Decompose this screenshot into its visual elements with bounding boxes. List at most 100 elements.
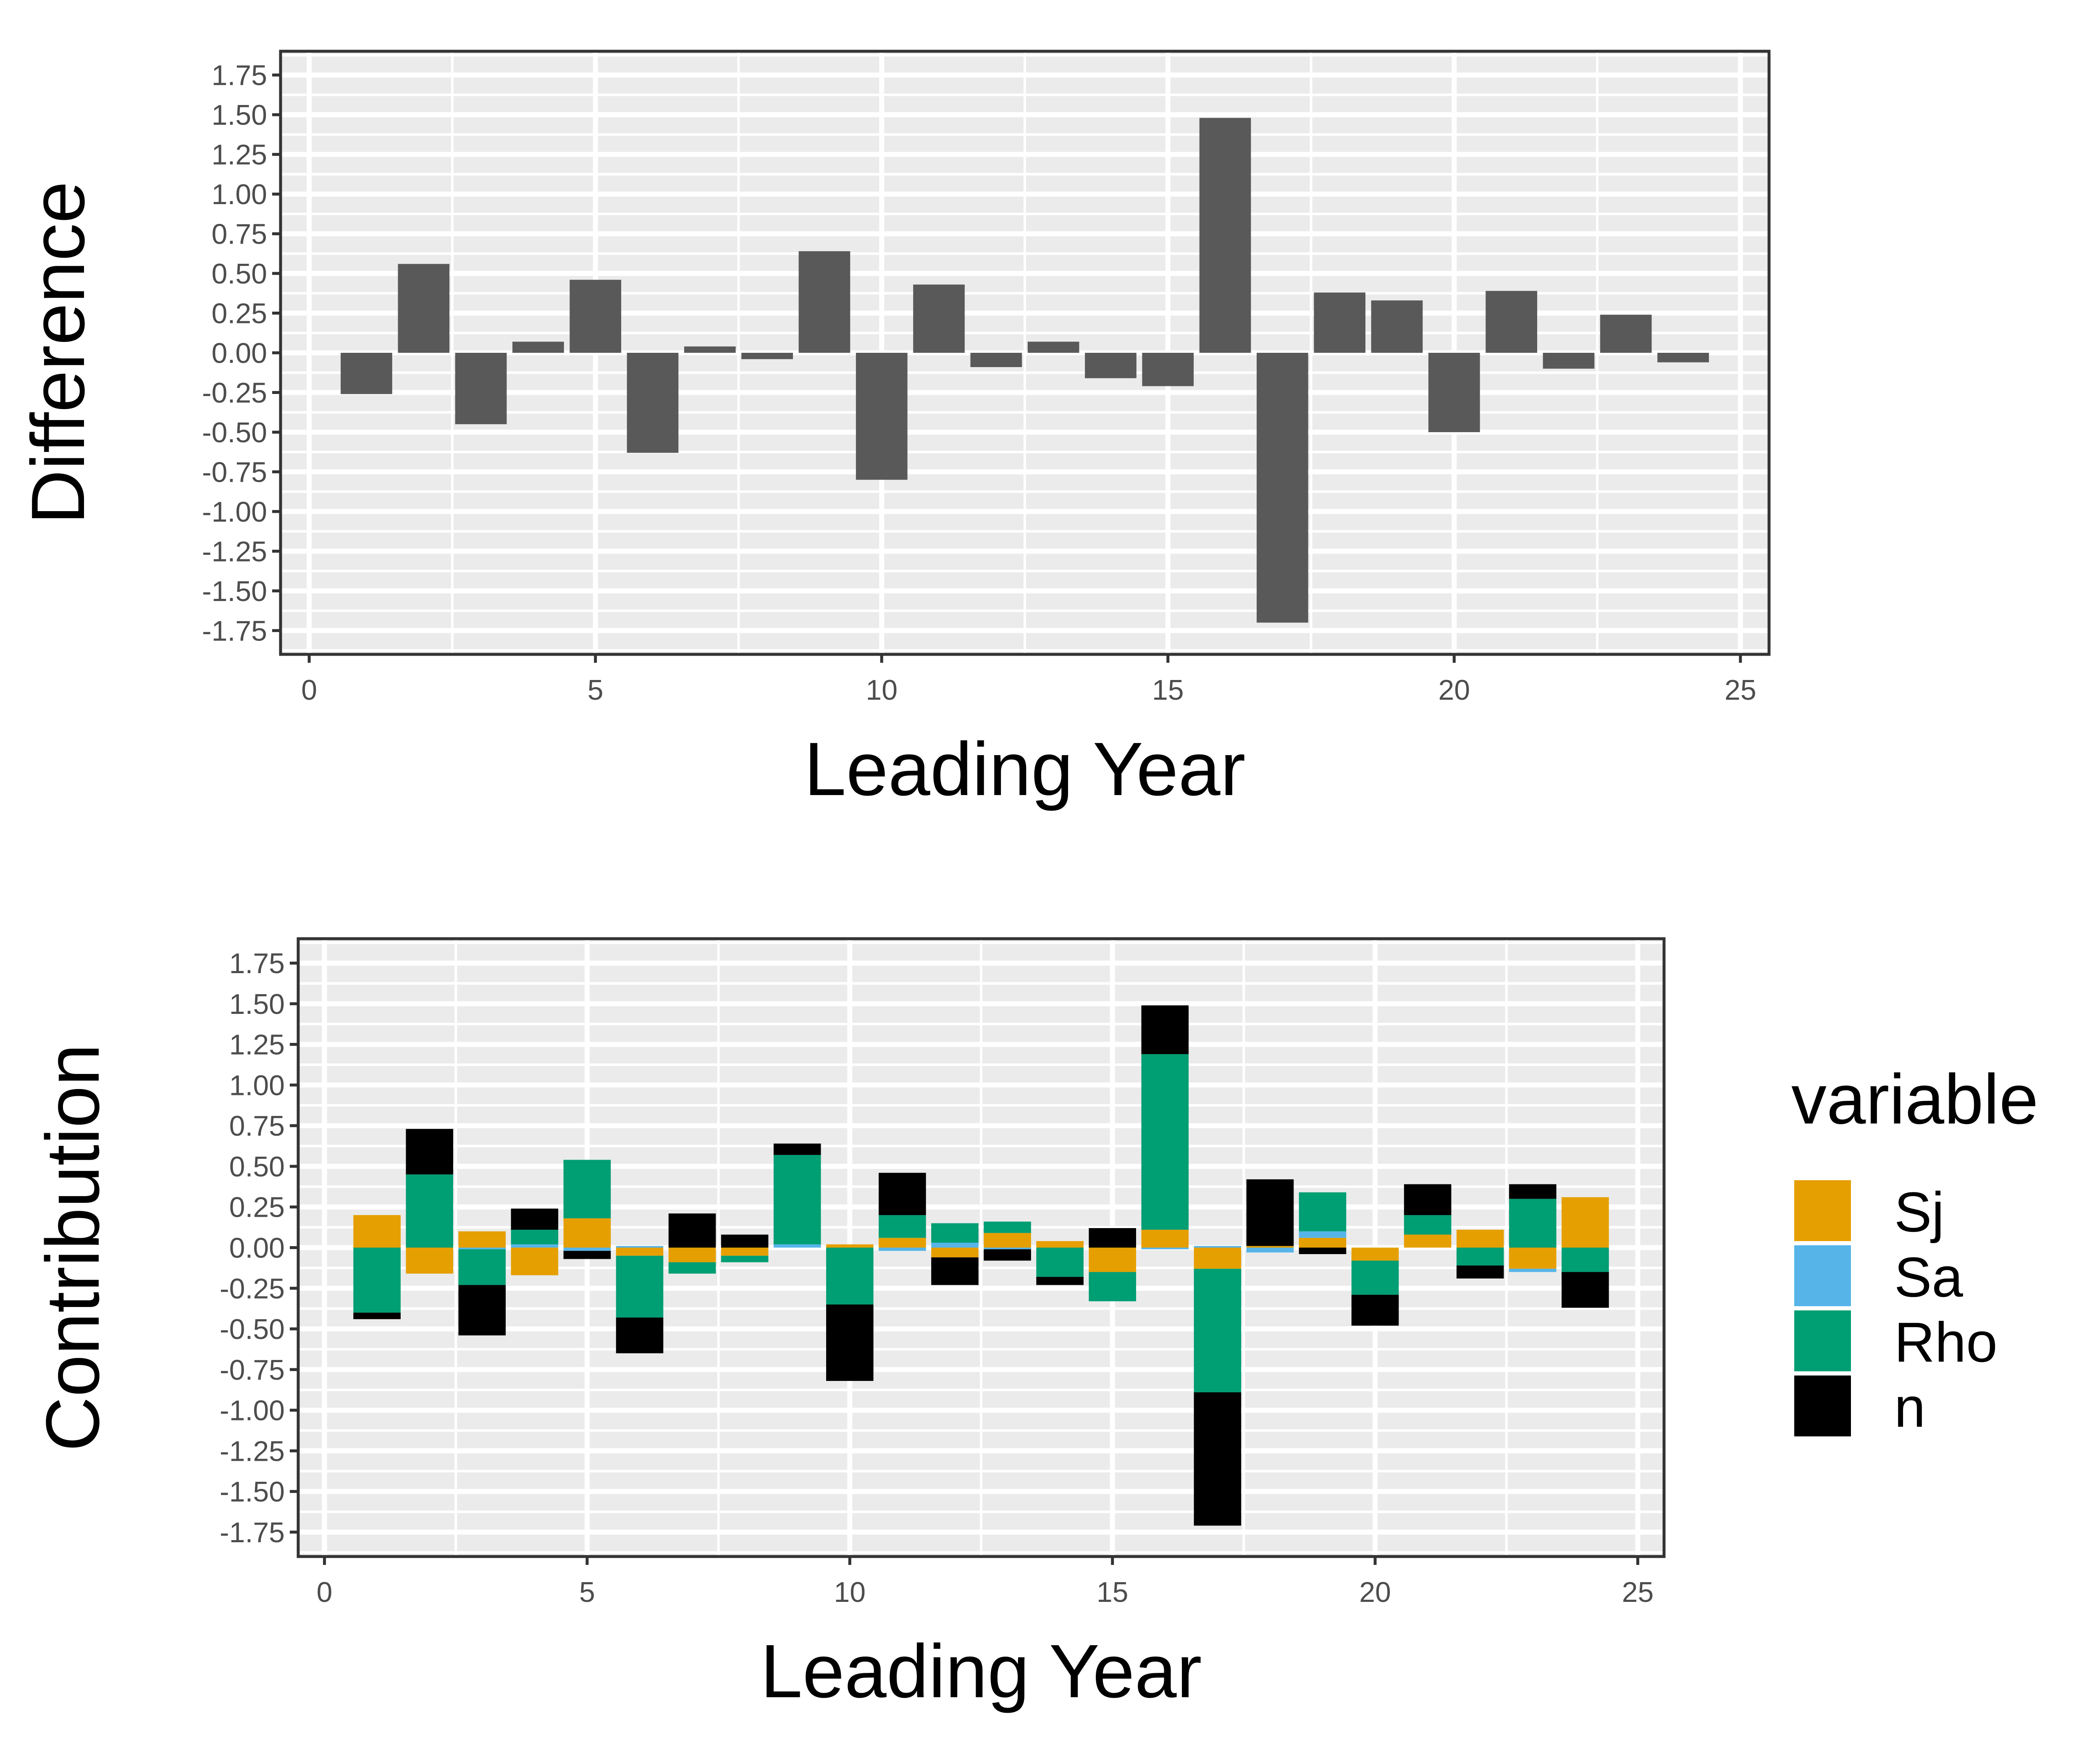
bar-segment-sa <box>511 1244 559 1248</box>
x-axis: 0 5 10 15 20 25 <box>301 654 1756 706</box>
bar-segment-n <box>1194 1392 1242 1526</box>
bar <box>1314 292 1366 353</box>
legend-title: variable <box>1791 1060 2038 1139</box>
bar <box>1543 353 1595 369</box>
legend-label-n: n <box>1894 1376 1926 1439</box>
bar-segment-rho <box>1456 1247 1504 1266</box>
y-tick-label: -0.25 <box>220 1273 285 1305</box>
y-tick-label: -0.75 <box>220 1354 285 1386</box>
x-axis: 0 5 10 15 20 25 <box>317 1557 1654 1608</box>
x-axis-title: Leading Year <box>760 1629 1202 1714</box>
y-tick-label: -1.50 <box>220 1476 285 1508</box>
legend-key-sj <box>1794 1180 1851 1241</box>
bar-segment-n <box>1141 1005 1189 1054</box>
legend-key-n <box>1794 1376 1851 1436</box>
difference-panel: 1.75 1.50 1.25 1.00 0.75 0.50 0.25 0.00 -0.25 -0.… <box>16 50 1771 811</box>
bar-segment-rho <box>1299 1192 1347 1231</box>
bar <box>1027 341 1079 353</box>
bar-segment-sa <box>1194 1246 1242 1248</box>
x-tick-label: 10 <box>834 1576 866 1608</box>
bar <box>1257 353 1308 623</box>
bar <box>1600 315 1652 353</box>
bar <box>1657 353 1709 362</box>
bar-segment-sa <box>1141 1247 1189 1250</box>
legend-label-sj: Sj <box>1894 1181 1944 1244</box>
y-axis: 1.75 1.50 1.25 1.00 0.75 0.50 0.25 0.00 -0.25 -0.… <box>220 948 298 1549</box>
bar-segment-sj <box>1562 1197 1609 1248</box>
bar-segment-n <box>984 1249 1031 1261</box>
bar-segment-sa <box>458 1247 506 1250</box>
bar <box>1199 118 1251 353</box>
bar <box>684 346 736 353</box>
y-tick-label: -1.25 <box>202 536 267 567</box>
y-tick-label: 1.00 <box>229 1069 285 1101</box>
y-tick-label: -1.75 <box>202 615 267 647</box>
legend-label-sa: Sa <box>1894 1246 1963 1309</box>
bar-segment-sj <box>406 1247 453 1274</box>
y-tick-label: 0.75 <box>212 218 267 250</box>
contribution-panel: 1.75 1.50 1.25 1.00 0.75 0.50 0.25 0.00 -0.25 -0.… <box>31 937 1666 1714</box>
y-tick-label: -1.00 <box>220 1395 285 1427</box>
bar-segment-n <box>931 1257 979 1285</box>
x-tick-label: 20 <box>1438 674 1470 706</box>
bar-segment-sj <box>1351 1247 1399 1261</box>
bar-segment-sj <box>879 1238 926 1248</box>
bar-segment-rho <box>1141 1054 1189 1230</box>
bar-segment-n <box>773 1143 821 1155</box>
x-tick-label: 15 <box>1097 1576 1129 1608</box>
bar-segment-n <box>353 1312 401 1319</box>
bar-segment-n <box>406 1129 453 1175</box>
bar-segment-sj <box>984 1233 1031 1248</box>
bar-segment-n <box>1246 1179 1294 1246</box>
bar-segment-sj <box>1194 1247 1242 1269</box>
bar <box>341 353 392 394</box>
bar-segment-n <box>1036 1277 1084 1285</box>
y-tick-label: -1.00 <box>202 496 267 528</box>
bar <box>627 353 679 453</box>
bar-segment-rho <box>721 1255 769 1263</box>
bar-segment-sj <box>931 1247 979 1257</box>
bar-segment-rho <box>668 1262 716 1274</box>
y-tick-label: 1.50 <box>212 99 267 131</box>
bar-segment-sa <box>1299 1231 1347 1238</box>
bar-segment-n <box>826 1304 874 1381</box>
x-tick-label: 15 <box>1152 674 1184 706</box>
y-tick-label: 1.75 <box>229 948 285 979</box>
bar-segment-n <box>458 1285 506 1336</box>
bar-segment-sa <box>616 1246 664 1248</box>
bar-segment-sa <box>931 1242 979 1248</box>
y-tick-label: 0.75 <box>229 1110 285 1142</box>
bar-segment-rho <box>1509 1199 1557 1248</box>
bar <box>1486 291 1537 353</box>
y-tick-label: 0.50 <box>229 1151 285 1183</box>
bar-segment-sj <box>1036 1241 1084 1248</box>
x-tick-label: 0 <box>317 1576 333 1608</box>
y-axis-title: Contribution <box>31 1044 115 1452</box>
x-tick-label: 5 <box>588 674 604 706</box>
y-tick-label: 0.25 <box>229 1192 285 1223</box>
bar <box>1142 353 1194 386</box>
bar-segment-n <box>1089 1228 1136 1248</box>
bar-segment-sa <box>984 1247 1031 1250</box>
bar-segment-n <box>1404 1184 1452 1215</box>
bar-segment-rho <box>1562 1247 1609 1272</box>
x-tick-label: 10 <box>866 674 898 706</box>
bar-segment-sj <box>353 1215 401 1248</box>
bar-segment-n <box>563 1251 611 1259</box>
bar-segment-n <box>879 1173 926 1215</box>
bar <box>856 353 908 480</box>
bar-segment-sj <box>511 1247 559 1276</box>
bar-segment-sj <box>1509 1247 1557 1269</box>
x-tick-label: 0 <box>301 674 317 706</box>
x-tick-label: 20 <box>1359 1576 1391 1608</box>
bar-segment-rho <box>826 1247 874 1305</box>
bar-segment-n <box>1299 1247 1347 1254</box>
bar-segment-sj <box>1089 1247 1136 1272</box>
bar-segment-n <box>511 1208 559 1230</box>
bar-segment-rho <box>773 1155 821 1244</box>
x-tick-label: 5 <box>579 1576 595 1608</box>
bar-segment-n <box>1456 1265 1504 1279</box>
bar <box>798 251 850 353</box>
x-tick-label: 25 <box>1725 674 1756 706</box>
